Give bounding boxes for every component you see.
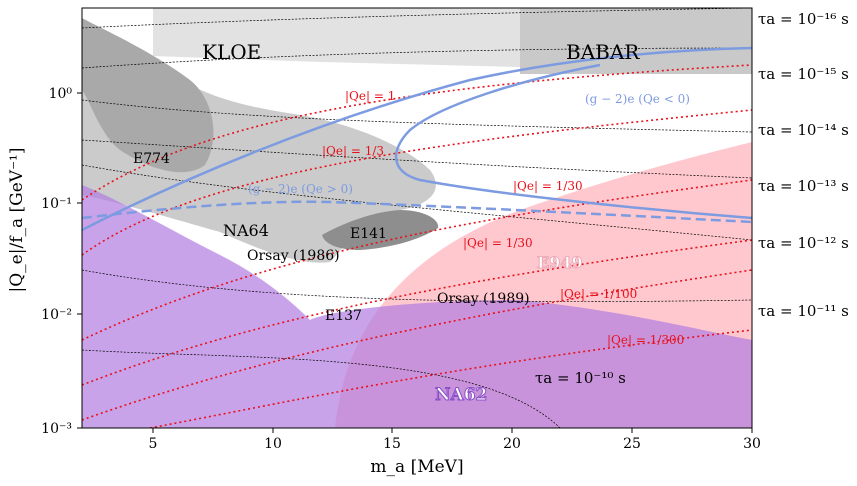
g2-label-pos: (g − 2)e (Qe > 0) (248, 182, 353, 196)
x-tick-label: 5 (149, 436, 158, 452)
lifetime-label: τa = 10⁻¹² s (758, 234, 849, 252)
e774-region (82, 18, 214, 173)
x-tick-label: 25 (623, 436, 641, 452)
lifetime-label: τa = 10⁻¹⁶ s (758, 10, 849, 28)
g2-label-neg: (g − 2)e (Qe < 0) (585, 92, 690, 106)
x-tick-label: 15 (383, 436, 401, 452)
x-tick-labels: 5 10 15 20 25 30 (149, 436, 761, 452)
lifetime-label: τa = 10⁻¹⁰ s (535, 369, 626, 387)
y-axis-label: |Q_e|/f_a [GeV⁻¹] (7, 148, 27, 293)
x-ticks (152, 428, 753, 433)
label-e137: E137 (325, 308, 362, 324)
x-tick-label: 10 (264, 436, 282, 452)
lifetime-labels: τa = 10⁻¹⁶ s τa = 10⁻¹⁵ s τa = 10⁻¹⁴ s τ… (758, 10, 849, 320)
label-babar: BABAR (566, 40, 640, 64)
y-tick-label: 10⁻³ (41, 421, 72, 437)
y-ticks (77, 92, 82, 429)
label-kloe: KLOE (202, 40, 261, 64)
x-axis-label: m_a [MeV] (370, 457, 463, 477)
charge-label: |Qe| = 1/300 (607, 333, 684, 347)
x-tick-label: 20 (503, 436, 521, 452)
lifetime-label: τa = 10⁻¹⁵ s (758, 65, 849, 83)
charge-lines (82, 64, 752, 428)
label-orsay-1986: Orsay (1986) (247, 248, 340, 264)
lifetime-label: τa = 10⁻¹¹ s (758, 302, 849, 320)
y-tick-labels: 10⁻³ 10⁻² 10⁻¹ 10⁰ (41, 86, 72, 437)
lifetime-label: τa = 10⁻¹³ s (758, 177, 849, 195)
na62-region (82, 185, 752, 428)
x-tick-label: 30 (743, 436, 761, 452)
babar-region (520, 8, 752, 74)
charge-label: |Qe| = 1/100 (560, 287, 637, 301)
label-e774: E774 (133, 151, 170, 167)
label-na64: NA64 (223, 221, 269, 240)
kloe-region (153, 8, 520, 67)
e141-region (322, 210, 439, 250)
g2-curves (82, 46, 752, 232)
charge-label: |Qe| = 1 (345, 89, 395, 103)
label-na62: NA62 (435, 385, 487, 405)
label-e141: E141 (350, 226, 387, 242)
y-tick-label: 10⁰ (49, 86, 73, 102)
label-e949: E949 (537, 253, 583, 272)
charge-labels: |Qe| = 1 |Qe| = 1/3 |Qe| = 1/30 |Qe| = 1… (322, 89, 684, 347)
charge-label: |Qe| = 1/30 (463, 236, 533, 250)
label-orsay-1989: Orsay (1989) (437, 291, 530, 307)
lifetime-label: τa = 10⁻¹⁴ s (758, 121, 849, 139)
charge-label: |Qe| = 1/30 (513, 179, 583, 193)
y-tick-label: 10⁻² (41, 307, 72, 323)
y-tick-label: 10⁻¹ (41, 196, 72, 212)
charge-label: |Qe| = 1/3 (322, 144, 384, 158)
plot-frame (81, 7, 753, 429)
